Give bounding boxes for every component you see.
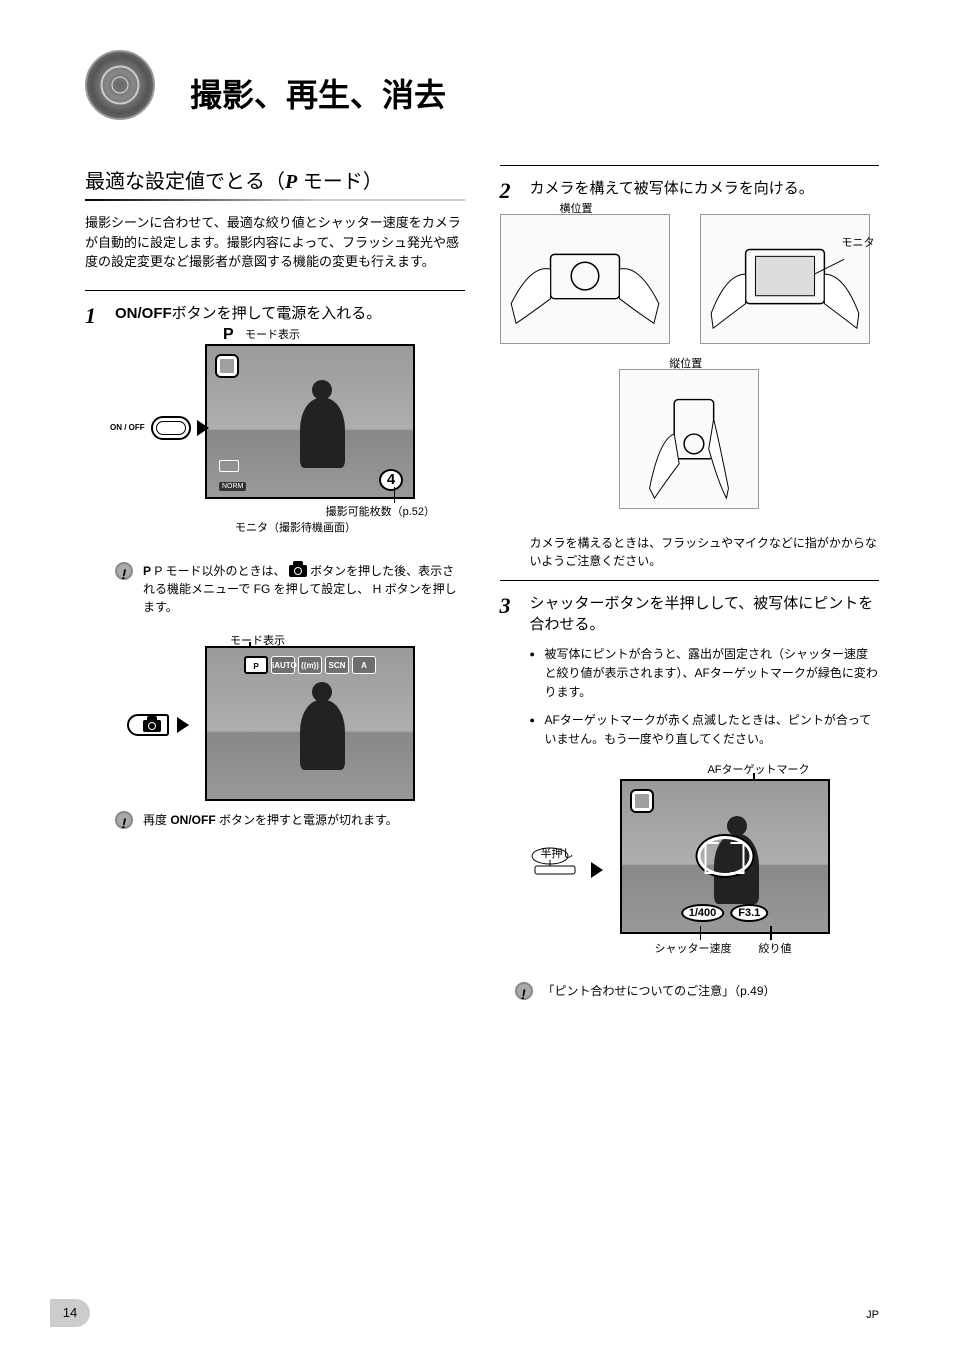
onoff-button-illustration: ON / OFF	[110, 416, 209, 440]
step-number: 1	[85, 303, 103, 329]
hold-horizontal: 横位置	[500, 214, 670, 344]
k-button-outline	[127, 714, 169, 736]
section-body: 撮影シーンに合わせて、最適な絞り値とシャッター速度をカメラが自動的に設定します。…	[85, 213, 465, 272]
arrow-right-icon	[197, 420, 209, 436]
bullet-1: 被写体にピントが合うと、露出が固定され（シャッター速度と絞り値が表示されます）、…	[530, 645, 880, 703]
mode-bar: P iAUTO ((m)) SCN A	[244, 656, 376, 674]
onoff-oval-icon	[151, 416, 191, 440]
shot-count-callout: 撮影可能枚数（p.52）	[326, 503, 435, 519]
camera-lens-icon	[85, 50, 155, 120]
person-silhouette	[300, 398, 345, 468]
caution-icon-3: !	[515, 982, 533, 1000]
arrow-right-icon-2	[177, 717, 189, 733]
mode-item-movie: A	[352, 656, 376, 674]
mode-p-letter: P	[285, 171, 297, 193]
p-mode-callout: モード表示	[245, 326, 300, 342]
note-1-text: P P モード以外のときは、 ボタンを押した後、表示される機能メニューで FG …	[143, 562, 465, 616]
step-2-text: カメラを構えて被写体にカメラを向ける。	[530, 178, 880, 199]
callout-line	[394, 487, 396, 503]
focus-note-text: 「ピント合わせについてのご注意」（p.49）	[543, 982, 776, 1000]
divider-r2	[500, 580, 880, 581]
title-underline	[85, 199, 465, 201]
shutter-callout: シャッター速度	[655, 940, 732, 956]
note-2-text: 再度 ON/OFF ボタンを押すと電源が切れます。	[143, 811, 398, 829]
shutter-aperture-display: 1/400 F3.1	[681, 904, 769, 922]
af-target-mark	[697, 836, 752, 876]
hold-vertical-wrap: 縦位置	[619, 369, 759, 509]
shot-count-badge: 4	[379, 469, 403, 491]
p-icon-3	[632, 791, 652, 811]
left-column: 最適な設定値でとる（P モード） 撮影シーンに合わせて、最適な絞り値とシャッター…	[85, 165, 465, 1014]
title-suffix: モード）	[297, 171, 383, 193]
halfpress-label: 半押し	[530, 845, 585, 861]
monitor-screen-3: 1/400 F3.1	[620, 779, 830, 934]
af-brackets	[705, 842, 745, 870]
mode-item-p: P	[244, 656, 268, 674]
page-title: 撮影、再生、消去	[190, 70, 446, 116]
note-1: ! P P モード以外のときは、 ボタンを押した後、表示される機能メニューで F…	[115, 562, 465, 616]
monitor-illustration-3: AFターゲットマーク 1/400 F3.1 シャッター速度 絞り値	[620, 779, 830, 934]
section-title: 最適な設定値でとる（P モード）	[85, 165, 465, 194]
caution-icon-2: !	[115, 811, 133, 829]
step-3: 3 シャッターボタンを半押しして、被写体にピントを合わせる。	[500, 593, 880, 635]
halfpress-illustration: 半押し	[530, 844, 603, 897]
person-silhouette-2	[300, 700, 345, 770]
focus-note: ! 「ピント合わせについてのご注意」（p.49）	[515, 982, 880, 1000]
monitor-screen: NORM 4	[205, 344, 415, 499]
mode-item-scn: SCN	[325, 656, 349, 674]
finger-press-icon: 半押し	[530, 844, 585, 897]
hold-v-label: 縦位置	[669, 355, 702, 371]
monitor-callout: モニタ（撮影待機画面）	[235, 519, 356, 535]
monitor-screen-2: P iAUTO ((m)) SCN A	[205, 646, 415, 801]
af-callout: AFターゲットマーク	[707, 761, 809, 777]
right-column: 2 カメラを構えて被写体にカメラを向ける。 横位置	[500, 165, 880, 1014]
step-number-3: 3	[500, 593, 518, 619]
monitor-side-label: モニタ	[842, 234, 875, 250]
shutter-value: 1/400	[681, 904, 725, 922]
aperture-value: F3.1	[730, 904, 768, 922]
monitor-illustration-2: モード表示 P iAUTO ((m)) SCN A	[205, 646, 415, 801]
hold-h-label: 横位置	[560, 200, 593, 216]
norm-icon: NORM	[219, 482, 246, 491]
bullet-2: AFターゲットマークが赤く点滅したときは、ピントが合っていません。もう一度やり直…	[530, 711, 880, 749]
onoff-label: ON / OFF	[110, 423, 145, 432]
mode-item-iauto: iAUTO	[271, 656, 295, 674]
aperture-callout-line	[770, 926, 772, 940]
mode-item-dis: ((m))	[298, 656, 322, 674]
step-2: 2 カメラを構えて被写体にカメラを向ける。	[500, 178, 880, 204]
content-columns: 最適な設定値でとる（P モード） 撮影シーンに合わせて、最適な絞り値とシャッター…	[85, 165, 879, 1014]
caution-icon: !	[115, 562, 133, 580]
divider	[85, 290, 465, 291]
divider-r1	[500, 165, 880, 166]
step-number-2: 2	[500, 178, 518, 204]
aperture-callout: 絞り値	[759, 940, 792, 956]
hold-monitor-side: モニタ	[700, 214, 870, 344]
step-3-text: シャッターボタンを半押しして、被写体にピントを合わせる。	[530, 593, 880, 635]
monitor-illustration-1: P モード表示 NORM 4 撮影可能枚数（p.52） モニタ（撮影待機画面） …	[205, 344, 415, 499]
hold-illustrations: 横位置 モニタ	[500, 214, 880, 344]
onoff-bold: ON/OFF	[115, 305, 172, 322]
note-2: ! 再度 ON/OFF ボタンを押すと電源が切れます。	[115, 811, 465, 829]
arrow-right-icon-3	[591, 862, 603, 878]
k-button-illustration	[127, 714, 189, 736]
page-language: JP	[866, 1309, 879, 1321]
bullet-list: 被写体にピントが合うと、露出が固定され（シャッター速度と絞り値が表示されます）、…	[530, 645, 880, 749]
shutter-callout-line	[700, 926, 702, 940]
page-number: 14	[50, 1299, 90, 1327]
step-text: ON/OFFボタンを押して電源を入れる。	[115, 303, 465, 324]
p-icon-box	[217, 356, 237, 376]
title-prefix: 最適な設定値でとる（	[85, 171, 285, 193]
battery-icon	[219, 460, 239, 472]
camera-icon	[289, 565, 307, 577]
hold-vertical-box	[619, 369, 759, 509]
camera-icon-k	[143, 720, 161, 732]
hold-note: カメラを構えるときは、フラッシュやマイクなどに指がかからないようご注意ください。	[530, 534, 880, 570]
hold-horizontal-box	[500, 214, 670, 344]
p-mode-indicator-label: P	[223, 326, 234, 344]
